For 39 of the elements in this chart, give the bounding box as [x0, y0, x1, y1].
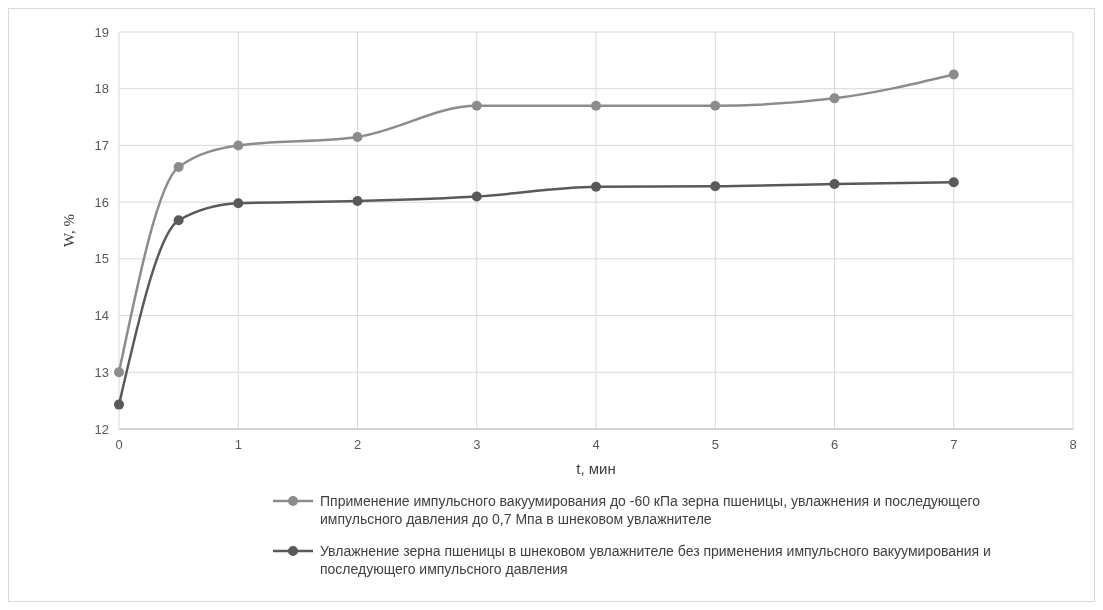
x-tick-label: 5	[711, 437, 719, 452]
point	[114, 399, 124, 410]
y-tick-label: 17	[94, 137, 109, 153]
point	[173, 215, 184, 226]
point	[948, 69, 959, 80]
y-tick-label: 15	[94, 251, 109, 267]
x-tick-label: 7	[950, 437, 958, 452]
x-tick-label: 8	[1069, 437, 1077, 452]
point	[829, 93, 840, 104]
x-tick-label: 1	[234, 437, 242, 452]
point	[710, 181, 721, 192]
point	[114, 367, 124, 378]
y-tick-label: 16	[94, 194, 109, 210]
y-tick-label: 18	[94, 81, 109, 97]
x-tick-label: 4	[592, 437, 600, 452]
legend-label: Увлажнение зерна пшеницы в шнековом увлажнителе без применения импульсного вакуумирования и последующего импульсного давления	[320, 542, 991, 578]
point	[352, 196, 363, 207]
y-tick-label: 19	[94, 24, 109, 40]
x-tick-label: 0	[115, 437, 123, 452]
point	[710, 100, 721, 111]
y-tick-label: 14	[94, 308, 109, 324]
y-tick-label: 12	[94, 421, 109, 437]
point	[233, 140, 244, 151]
point	[591, 181, 601, 192]
point	[173, 161, 184, 172]
point	[829, 178, 840, 189]
x-axis-title: t, мин	[576, 460, 616, 477]
point	[352, 131, 363, 142]
x-tick-label: 3	[473, 437, 481, 452]
x-tick-label: 6	[830, 437, 839, 452]
y-axis-title: W, %	[61, 214, 77, 247]
legend-label: Пприменение импульсного вакуумирования до -60 кПа зерна пшеницы, увлажнения и последующего импульсного давления до 0,7 Мпа в шнековом увлажнителе	[320, 492, 981, 528]
x-tick-label: 2	[353, 437, 362, 452]
y-tick-label: 13	[94, 364, 109, 380]
point	[471, 191, 482, 202]
point	[471, 100, 482, 111]
point	[948, 177, 959, 188]
point	[233, 198, 244, 209]
point	[591, 100, 601, 111]
